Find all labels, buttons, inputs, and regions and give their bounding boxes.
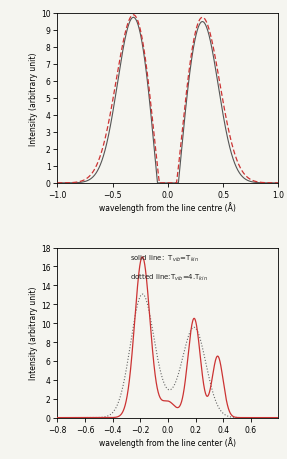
- X-axis label: wavelength from the line center (Å): wavelength from the line center (Å): [99, 437, 236, 447]
- X-axis label: wavelength from the line centre (Å): wavelength from the line centre (Å): [100, 202, 236, 213]
- Y-axis label: Intensity (arbitrary unit): Intensity (arbitrary unit): [29, 52, 38, 146]
- Text: solid line:  T$_{vib}$=T$_{kin}$: solid line: T$_{vib}$=T$_{kin}$: [130, 253, 199, 263]
- Y-axis label: Intensity (arbitrary unit): Intensity (arbitrary unit): [29, 286, 38, 380]
- Text: dotted line:T$_{vib}$=4.T$_{kin}$: dotted line:T$_{vib}$=4.T$_{kin}$: [130, 272, 208, 282]
